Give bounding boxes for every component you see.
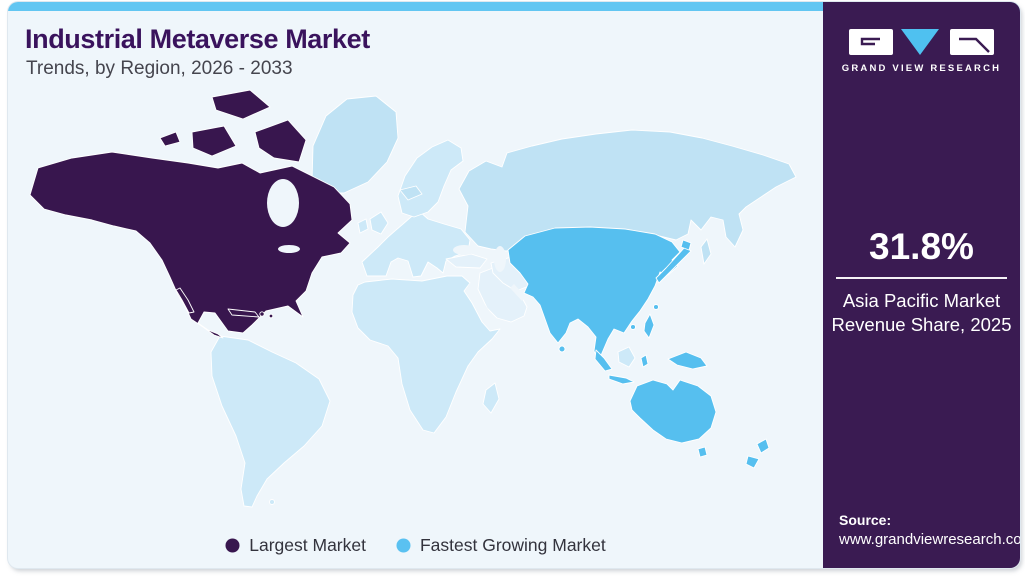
map-region-sumatra [594, 349, 613, 372]
map-region-philippines [643, 313, 655, 339]
map-region-hainan [630, 324, 636, 330]
gvr-logo-icon [848, 29, 994, 55]
source-url: www.grandviewresearch.com [839, 531, 1020, 548]
map-region-madagascar [482, 382, 500, 414]
legend-label-fastest-growing-market: Fastest Growing Market [419, 535, 606, 555]
map-group-asia-pacific [507, 226, 770, 469]
map-region-africa [351, 275, 501, 434]
stat-caption: Asia Pacific Market Revenue Share, 2025 [823, 289, 1020, 338]
map-region-puerto-rico [268, 313, 274, 319]
legend-item-fastest-growing-market: Fastest Growing Market [396, 535, 606, 556]
map-legend: Largest Market Fastest Growing Market [8, 535, 823, 556]
map-water-great-lakes [278, 245, 300, 253]
map-water-black-sea [453, 245, 475, 255]
map-region-victoria-island [191, 125, 237, 157]
page-subtitle: Trends, by Region, 2026 - 2033 [26, 58, 293, 79]
map-region-new-guinea [667, 351, 708, 370]
sidebar: GRAND VIEW RESEARCH 31.8% Asia Pacific M… [823, 2, 1020, 568]
largest-market-dot-icon [225, 538, 240, 553]
map-region-sulawesi [640, 354, 649, 368]
map-region-taiwan [653, 304, 659, 310]
map-region-iceland [399, 185, 423, 201]
map-group-cis-greenland [311, 95, 797, 265]
map-region-scandinavia [397, 139, 464, 218]
map-region-cuba [227, 308, 260, 318]
map-region-baffin-island [254, 119, 307, 163]
map-group-other-regions [210, 139, 636, 508]
map-region-borneo [617, 346, 636, 368]
brand-name: GRAND VIEW RESEARCH [841, 63, 1002, 74]
legend-label-largest-market: Largest Market [249, 535, 366, 555]
source-label: Source: [839, 512, 892, 528]
map-region-ireland [357, 218, 369, 234]
stat-caption-line1: Asia Pacific Market [842, 290, 1001, 311]
map-region-united-kingdom [369, 211, 389, 235]
stat-value: 31.8% [869, 226, 974, 267]
map-water-hudson-bay [267, 179, 299, 227]
map-region-tasmania [697, 446, 708, 458]
page-title: Industrial Metaverse Market [25, 24, 370, 54]
map-region-new-zealand-north [756, 438, 770, 454]
map-region-europe [361, 210, 471, 278]
map-region-sakhalin [700, 238, 712, 265]
fastest-growing-market-dot-icon [396, 538, 411, 553]
map-group-water-overlays [267, 179, 526, 319]
map-water-caspian-sea [494, 246, 506, 272]
map-region-turkey [445, 253, 488, 269]
legend-item-largest-market: Largest Market [225, 535, 366, 556]
map-region-java [608, 374, 635, 385]
map-region-hokkaido [680, 239, 692, 251]
world-map [29, 89, 797, 508]
source-block: Source: www.grandviewresearch.com [823, 512, 1020, 568]
map-region-sri-lanka [558, 345, 566, 353]
map-region-greenland [311, 95, 399, 194]
map-region-baja [175, 287, 195, 314]
map-region-arctic-islet [159, 131, 181, 147]
stat-block: 31.8% Asia Pacific Market Revenue Share,… [823, 226, 1020, 338]
top-accent-stripe [8, 2, 1020, 11]
infographic-card: Industrial Metaverse Market Trends, by R… [8, 2, 1020, 568]
map-group-north-america [29, 89, 353, 339]
map-region-falkland [269, 499, 275, 505]
map-region-ellesmere-island [211, 89, 271, 120]
map-region-asia-mainland [507, 226, 681, 362]
map-region-australia [629, 379, 717, 444]
map-region-japan [655, 246, 692, 284]
stat-divider [836, 277, 1007, 279]
map-water-persian-gulf [510, 284, 526, 301]
map-water-red-sea [465, 283, 490, 319]
map-region-new-zealand-south [745, 455, 760, 469]
map-region-hispaniola [259, 311, 265, 317]
map-region-south-america [210, 335, 331, 508]
stat-caption-line2: Revenue Share, 2025 [831, 314, 1012, 336]
brand-logo: GRAND VIEW RESEARCH [842, 28, 1002, 74]
